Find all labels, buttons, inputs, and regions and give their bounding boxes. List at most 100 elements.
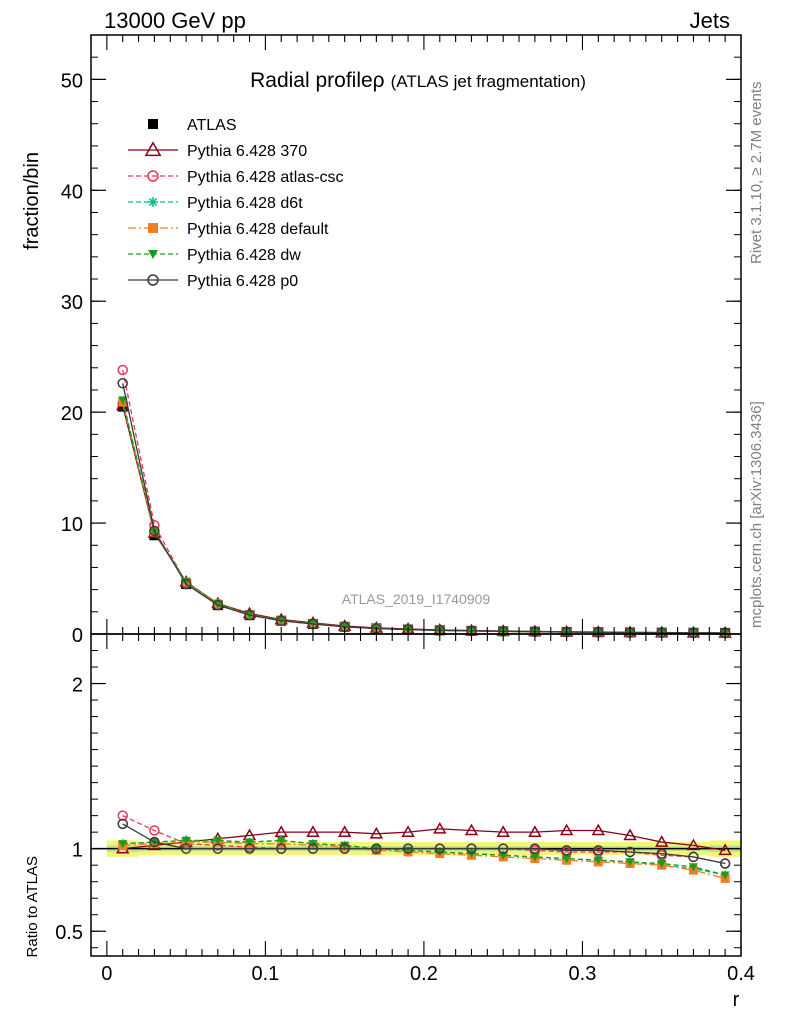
main-data-point	[118, 396, 128, 405]
main-ytick-label: 50	[61, 70, 83, 92]
main-ytick-label: 30	[61, 292, 83, 314]
ratio-data-point	[496, 825, 510, 837]
legend-item: Pythia 6.428 p0	[128, 273, 298, 290]
ratio-ytick-label: 1	[72, 840, 83, 862]
main-data-point	[149, 525, 160, 537]
chart-title-line: Radial profileρ (ATLAS jet fragmentation)	[250, 69, 586, 92]
ratio-data-point	[530, 853, 540, 862]
ratio-data-point	[466, 843, 477, 854]
ratio-data-point	[244, 843, 255, 854]
ratio-data-point	[402, 843, 414, 854]
legend-marker	[148, 119, 158, 129]
xtick-label: 0	[101, 963, 112, 985]
legend-label: Pythia 6.428 370	[187, 143, 307, 160]
ratio-data-point	[339, 843, 350, 854]
ratio-data-point	[498, 851, 508, 860]
main-data-point	[117, 364, 128, 376]
xtick-label: 0.2	[410, 963, 438, 985]
ratio-data-point	[118, 840, 128, 849]
ratio-data-point	[529, 843, 541, 854]
ratio-data-point	[561, 845, 572, 856]
legend-label: ATLAS	[187, 117, 237, 134]
ratio-data-point	[117, 818, 128, 830]
main-data-point	[275, 615, 287, 626]
ratio-data-point	[719, 858, 731, 869]
ratio-data-point	[562, 854, 572, 864]
ratio-data-point	[657, 859, 667, 869]
ratio-data-point	[213, 836, 223, 845]
main-ytick-label: 20	[61, 403, 83, 425]
main-ytick-label: 0	[72, 625, 83, 647]
ratio-ytick-label: 0.5	[55, 922, 83, 944]
ratio-data-point	[497, 843, 509, 854]
main-data-point	[244, 609, 255, 621]
ratio-data-point	[625, 858, 635, 867]
legend-marker	[147, 274, 159, 286]
ratio-data-point	[655, 835, 669, 847]
legend-item: Pythia 6.428 370	[128, 141, 307, 160]
ratio-data-point	[593, 856, 603, 865]
ratio-data-point	[245, 838, 255, 847]
xtick-label: 0.4	[727, 963, 755, 985]
ratio-data-point	[718, 843, 732, 856]
ratio-series-line	[122, 828, 726, 851]
energy-label: 13000 GeV pp	[104, 8, 246, 33]
chart-title: Radial profile	[250, 69, 373, 92]
rivet-version-label: Rivet 3.1.10, ≥ 2.7M events	[748, 82, 765, 265]
main-data-point	[149, 528, 159, 537]
chart-subtitle: (ATLAS jet fragmentation)	[391, 72, 586, 91]
legend-label: Pythia 6.428 d6t	[187, 195, 303, 212]
main-data-point	[180, 578, 192, 590]
legend-marker	[148, 197, 158, 207]
ratio-data-point	[274, 825, 288, 837]
ratio-data-point	[720, 871, 730, 880]
main-ylabel: fraction/bin	[21, 152, 43, 250]
chart-title-symbol: ρ	[373, 69, 385, 92]
ratio-data-point	[464, 823, 479, 836]
legend-label: Pythia 6.428 atlas-csc	[187, 169, 344, 186]
ratio-data-point	[434, 843, 446, 854]
ratio-frame	[90, 633, 742, 957]
ratio-data-point	[686, 838, 701, 851]
ratio-data-point	[275, 843, 287, 854]
ratio-data-point	[212, 843, 224, 854]
main-panel: 0 10 20 30 40 50	[61, 34, 742, 647]
ratio-data-point	[369, 826, 384, 839]
ratio-data-point	[688, 863, 698, 872]
xtick-label: 0.1	[251, 963, 279, 985]
legend-marker	[144, 141, 162, 157]
legend-marker	[147, 170, 159, 182]
ratio-data-point	[181, 836, 191, 845]
ratio-series-line	[122, 823, 726, 865]
main-ytick-label: 10	[61, 514, 83, 536]
ratio-series-line	[122, 841, 726, 880]
ratio-data-point	[307, 843, 319, 854]
legend-item: Pythia 6.428 atlas-csc	[128, 169, 344, 186]
main-ytick-label: 40	[61, 181, 83, 203]
ratio-data-point	[528, 825, 542, 837]
ratio-data-point	[149, 836, 160, 848]
ratio-data-point	[180, 843, 192, 854]
ratio-series-line	[122, 839, 726, 876]
ratio-data-point	[656, 848, 667, 859]
mcplots-label: mcplots.cern.ch [arXiv:1306.3436]	[748, 401, 765, 628]
ratio-ylabel: Ratio to ATLAS	[24, 856, 41, 957]
legend: ATLAS Pythia 6.428 370 Pythia 6.428 atlas-…	[128, 117, 344, 290]
ratio-data-point	[624, 846, 636, 858]
ratio-data-point	[340, 841, 350, 850]
main-data-point	[213, 600, 223, 609]
legend-item: Pythia 6.428 dw	[128, 247, 301, 264]
ratio-data-point	[306, 825, 320, 837]
ratio-data-point	[591, 823, 606, 836]
ratio-data-point	[371, 843, 382, 854]
legend-label: Pythia 6.428 dw	[187, 247, 301, 264]
ratio-data-point	[149, 825, 160, 836]
ratio-data-point	[623, 828, 637, 841]
legend-item: Pythia 6.428 d6t	[128, 195, 303, 212]
ratio-data-point	[276, 836, 286, 845]
ratio-data-point	[559, 823, 574, 836]
ratio-data-point	[593, 845, 604, 856]
main-data-point	[212, 599, 224, 611]
category-label: Jets	[690, 8, 730, 33]
